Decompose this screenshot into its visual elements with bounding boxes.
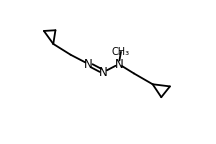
Text: N: N [84,58,93,71]
Text: N: N [99,66,108,78]
Text: N: N [114,58,123,71]
Text: CH₃: CH₃ [112,47,130,57]
